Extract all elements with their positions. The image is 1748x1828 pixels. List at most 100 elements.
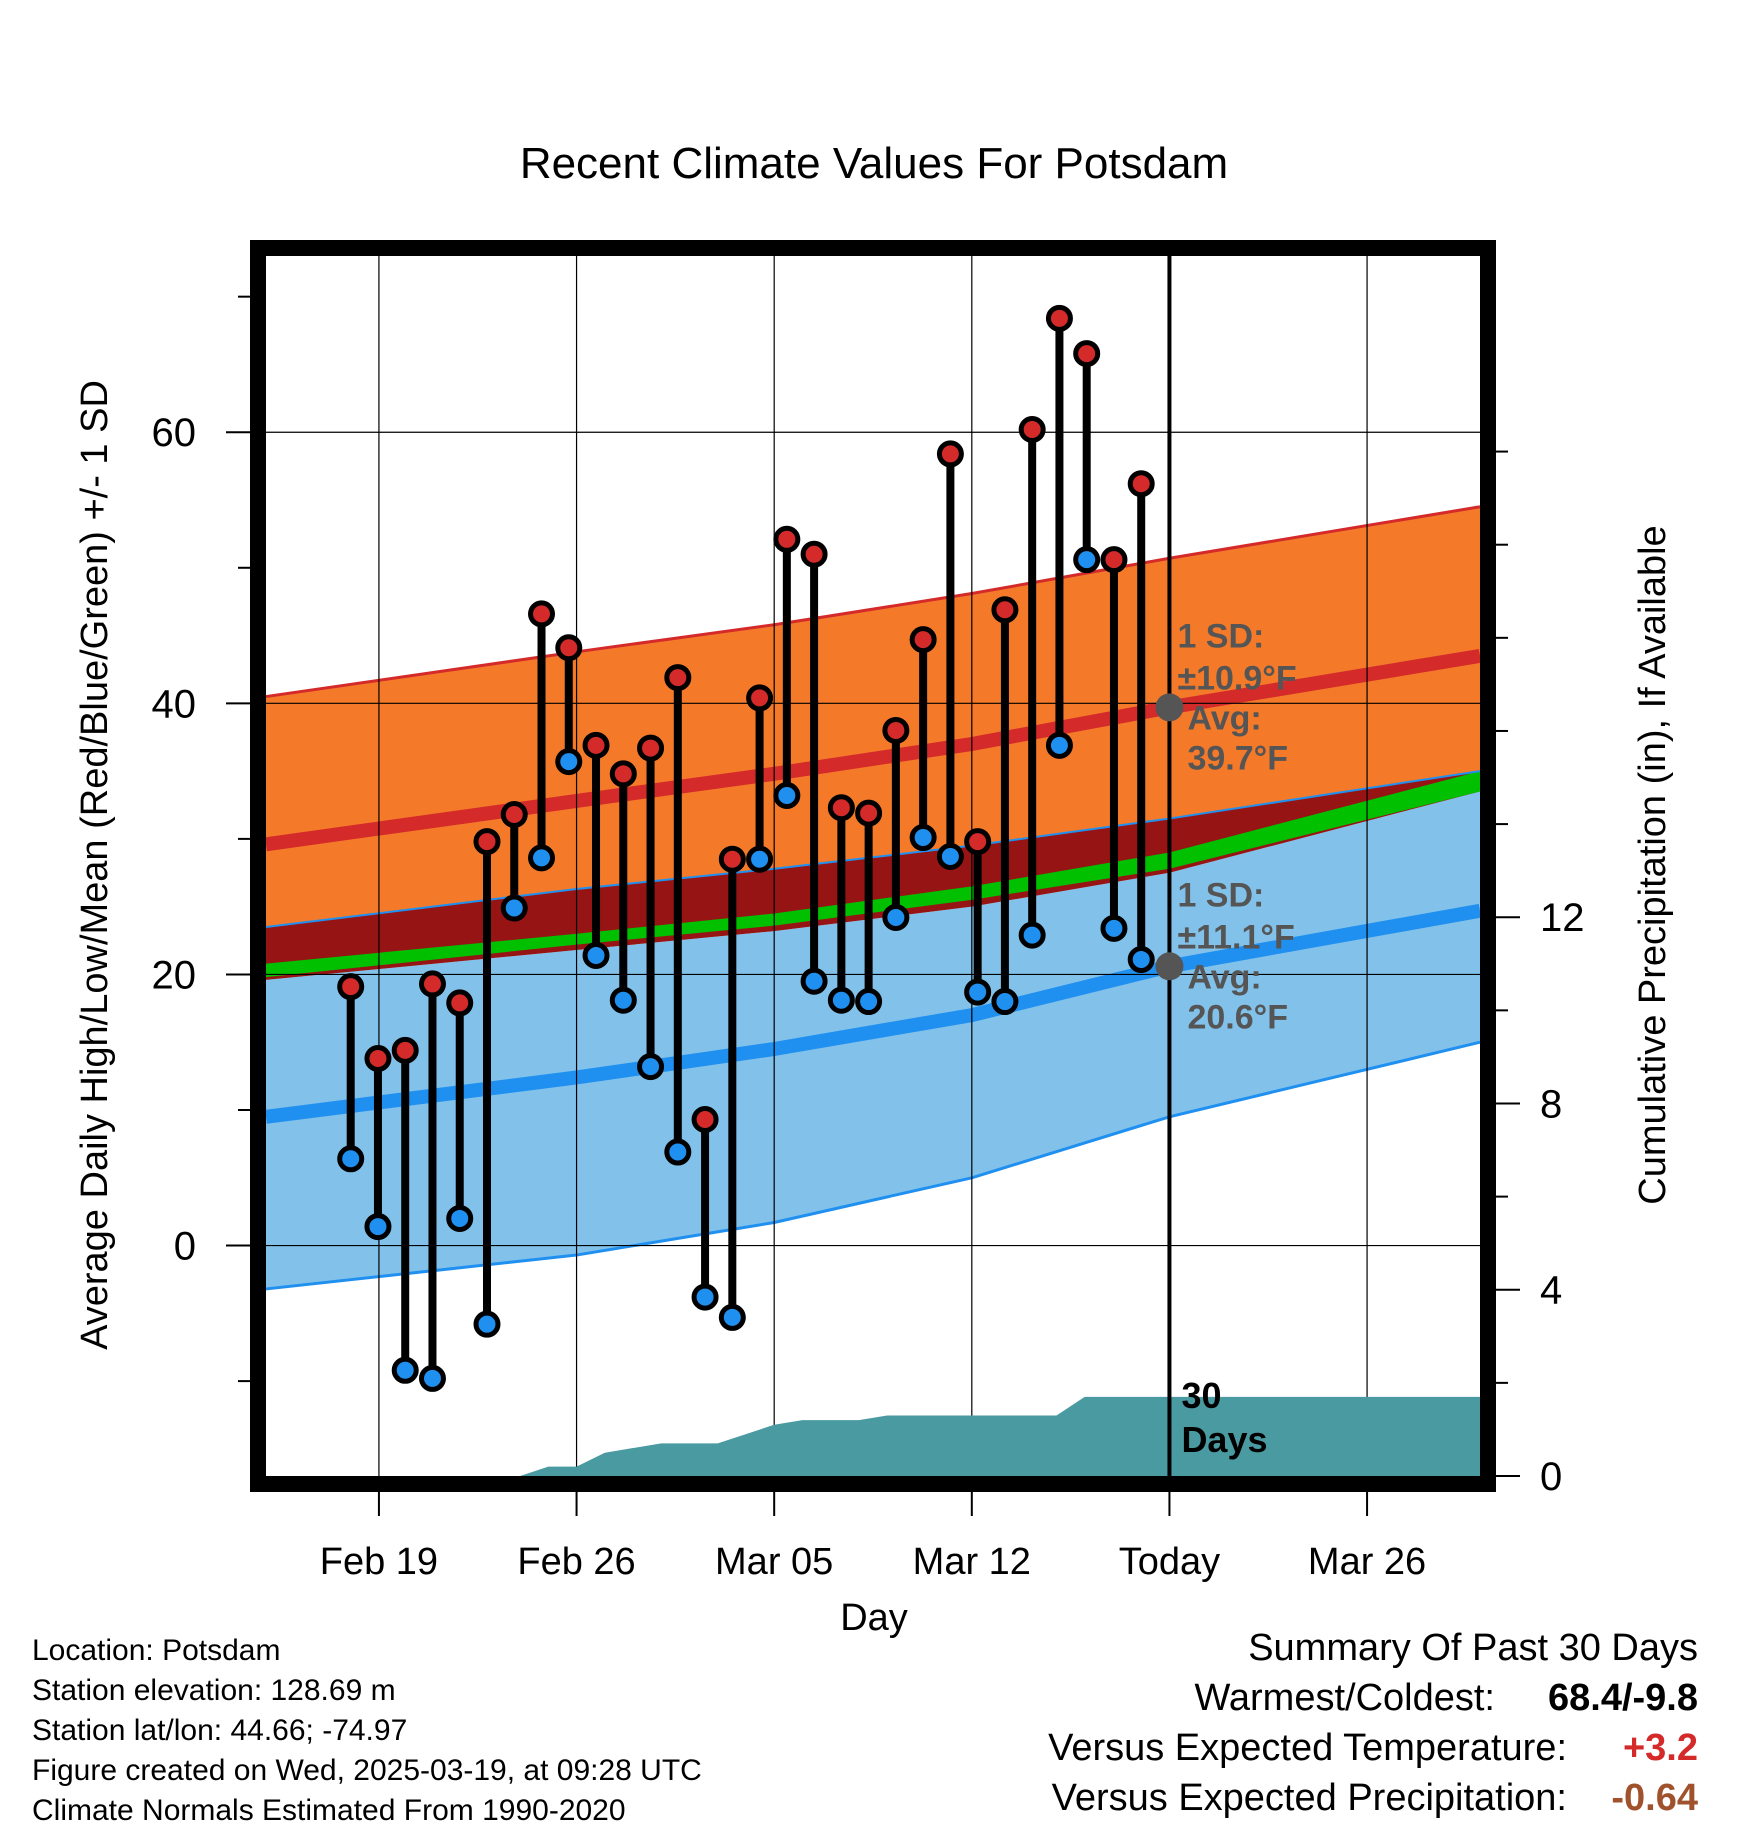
x-tick-label: Mar 12	[913, 1541, 1031, 1583]
days-count-label: 30	[1181, 1375, 1221, 1416]
x-tick-label: Today	[1119, 1541, 1220, 1583]
low-avg-marker	[1155, 952, 1184, 981]
obs-high-point	[446, 989, 474, 1017]
x-tick-label: Feb 19	[320, 1541, 438, 1583]
obs-low-point	[964, 978, 992, 1006]
elevation-text: Station elevation: 128.69 m	[32, 1674, 396, 1707]
obs-low-point	[391, 1356, 419, 1384]
y-tick-label: 0	[174, 1225, 196, 1269]
y-axis-label: Average Daily High/Low/Mean (Red/Blue/Gr…	[74, 380, 116, 1350]
y2-tick-label: 8	[1540, 1082, 1562, 1126]
obs-low-point	[936, 843, 964, 871]
obs-high-point	[827, 794, 855, 822]
y2-tick-label: 4	[1540, 1269, 1562, 1313]
precip-value: -0.64	[1611, 1777, 1698, 1819]
low-sd-label: 1 SD:	[1177, 876, 1264, 914]
obs-high-point	[637, 734, 665, 762]
chart-title: Recent Climate Values For Potsdam	[520, 139, 1228, 188]
latlon-text: Station lat/lon: 44.66; -74.97	[32, 1714, 407, 1747]
high-avg-value: 39.7°F	[1187, 739, 1288, 777]
obs-low-point	[582, 941, 610, 969]
precip-label: Versus Expected Precipitation:	[1052, 1777, 1567, 1819]
obs-low-point	[637, 1053, 665, 1081]
high-lower-edge	[265, 770, 1481, 928]
created-text: Figure created on Wed, 2025-03-19, at 09…	[32, 1754, 702, 1787]
x-tick-label: Mar 05	[715, 1541, 833, 1583]
low-avg-label: Avg:	[1187, 958, 1261, 996]
location-text: Location: Potsdam	[32, 1634, 280, 1667]
obs-high-point	[391, 1036, 419, 1064]
obs-low-point	[1018, 921, 1046, 949]
obs-high-point	[528, 600, 556, 628]
y2-tick-label: 0	[1540, 1455, 1562, 1499]
obs-low-point	[855, 988, 883, 1016]
low-sd-value: ±11.1°F	[1177, 918, 1294, 956]
mean-band	[266, 771, 1480, 978]
obs-low-point	[909, 824, 937, 852]
low-lower-edge	[265, 1040, 1481, 1291]
obs-high-point	[1127, 470, 1155, 498]
obs-high-point	[500, 800, 528, 828]
obs-low-point	[1073, 546, 1101, 574]
obs-high-point	[882, 716, 910, 744]
x-tick-label: Feb 26	[517, 1541, 635, 1583]
obs-low-point	[691, 1283, 719, 1311]
obs-low-point	[446, 1204, 474, 1232]
y2-axis-label: Cumulative Precipitation (in), If Availa…	[1632, 525, 1674, 1204]
high-upper-edge	[265, 505, 1481, 699]
summary-panel: Summary Of Past 30 Days Warmest/Coldest:…	[1048, 1627, 1698, 1819]
obs-high-point	[1100, 546, 1128, 574]
obs-high-point	[364, 1044, 392, 1072]
obs-low-point	[1045, 731, 1073, 759]
obs-high-point	[582, 731, 610, 759]
obs-high-point	[1045, 304, 1073, 332]
obs-low-point	[882, 904, 910, 932]
y-tick-label: 40	[152, 682, 197, 726]
temp-value: +3.2	[1623, 1727, 1698, 1769]
obs-high-point	[718, 845, 746, 873]
obs-high-point	[691, 1105, 719, 1133]
obs-low-point	[609, 986, 637, 1014]
obs-low-point	[773, 782, 801, 810]
obs-high-point	[964, 828, 992, 856]
high-sd-band	[266, 506, 1480, 927]
station-info: Location: Potsdam Station elevation: 128…	[32, 1634, 702, 1827]
obs-high-point	[773, 525, 801, 553]
normal-low-line	[265, 903, 1482, 1124]
plot-frame	[250, 240, 1496, 1492]
temp-label: Versus Expected Temperature:	[1048, 1727, 1567, 1769]
obs-high-point	[418, 970, 446, 998]
obs-low-point	[500, 894, 528, 922]
obs-low-point	[337, 1145, 365, 1173]
obs-high-point	[555, 634, 583, 662]
obs-high-point	[1018, 416, 1046, 444]
obs-low-point	[528, 844, 556, 872]
obs-low-point	[1100, 914, 1128, 942]
obs-high-point	[609, 760, 637, 788]
obs-low-point	[418, 1364, 446, 1392]
summary-heading: Summary Of Past 30 Days	[1248, 1627, 1698, 1669]
obs-low-point	[555, 748, 583, 776]
obs-low-point	[991, 988, 1019, 1016]
low-avg-value: 20.6°F	[1187, 998, 1288, 1036]
obs-high-point	[936, 440, 964, 468]
obs-low-point	[1127, 946, 1155, 974]
obs-high-point	[991, 596, 1019, 624]
obs-high-point	[1073, 340, 1101, 368]
high-sd-label: 1 SD:	[1177, 617, 1264, 655]
obs-high-point	[664, 664, 692, 692]
days-word-label: Days	[1181, 1419, 1267, 1460]
obs-low-point	[718, 1303, 746, 1331]
obs-high-point	[746, 684, 774, 712]
warmest-value: 68.4/-9.8	[1548, 1677, 1698, 1719]
obs-high-point	[800, 540, 828, 568]
precip-area	[435, 1396, 1480, 1476]
high-avg-marker	[1155, 693, 1184, 722]
x-tick-label: Mar 26	[1308, 1541, 1426, 1583]
y-tick-label: 60	[152, 411, 197, 455]
y2-tick-label: 12	[1540, 896, 1585, 940]
high-sd-value: ±10.9°F	[1177, 659, 1296, 697]
obs-low-point	[827, 986, 855, 1014]
